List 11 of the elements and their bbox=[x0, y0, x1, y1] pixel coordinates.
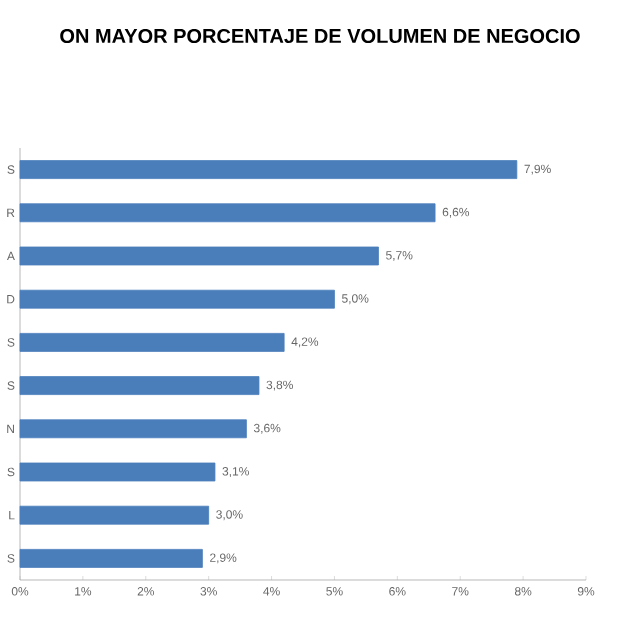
bar bbox=[19, 419, 247, 439]
chart-title: ON MAYOR PORCENTAJE DE VOLUMEN DE NEGOCIO bbox=[60, 28, 580, 44]
bar bbox=[19, 160, 518, 179]
bar bbox=[19, 246, 379, 266]
bar bbox=[19, 549, 203, 568]
bar bbox=[19, 289, 335, 309]
bar bbox=[19, 376, 260, 395]
bar bbox=[19, 203, 436, 223]
bar bbox=[19, 332, 285, 352]
bar bbox=[19, 462, 216, 482]
bar bbox=[19, 505, 210, 525]
